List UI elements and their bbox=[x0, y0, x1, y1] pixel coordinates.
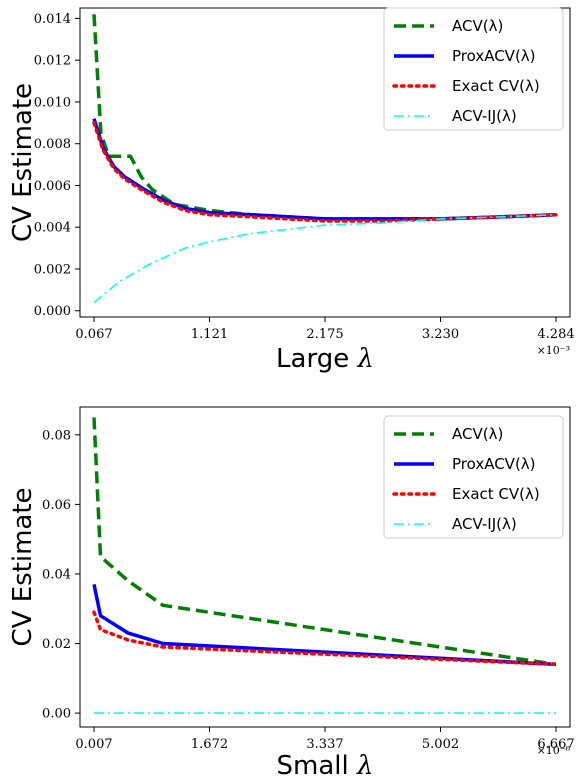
x-tick-label: 3.230 bbox=[422, 327, 459, 342]
x-axis-label: Large λ bbox=[276, 344, 374, 374]
legend-label: Exact CV(λ) bbox=[452, 77, 540, 95]
y-tick-label: 0.010 bbox=[34, 95, 71, 110]
y-tick-label: 0.06 bbox=[42, 498, 71, 513]
x-tick-label: 1.121 bbox=[191, 327, 228, 342]
series-line bbox=[92, 584, 557, 667]
legend: ACV(λ) ProxACV(λ) Exact CV(λ) ACV-IJ(λ) bbox=[383, 415, 564, 539]
chart-2: 0.007 1.672 3.337 5.002 6.667 0.00 0.02 0.04 0.0… bbox=[8, 406, 575, 778]
y-tick-label: 0.08 bbox=[42, 428, 71, 443]
y-axis-label: CV Estimate bbox=[8, 83, 38, 242]
x-tick-label: 0.007 bbox=[75, 737, 112, 752]
legend: ACV(λ) ProxACV(λ) Exact CV(λ) ACV-IJ(λ) bbox=[383, 7, 564, 131]
x-tick-label: 5.002 bbox=[422, 737, 459, 752]
x-axis-multiplier: ×10⁻⁶ bbox=[537, 744, 571, 757]
x-tick-label: 6.667 bbox=[537, 737, 574, 752]
series-line bbox=[93, 213, 557, 304]
x-tick-label: 4.284 bbox=[537, 327, 574, 342]
x-axis-label-word: Small bbox=[277, 751, 357, 778]
x-tick-label: 1.672 bbox=[191, 737, 228, 752]
series-line bbox=[92, 417, 557, 667]
y-tick-label: 0.012 bbox=[34, 54, 71, 69]
y-tick-label: 0.000 bbox=[34, 304, 71, 319]
series-line bbox=[92, 610, 558, 667]
legend-label: ACV(λ) bbox=[452, 17, 503, 35]
x-axis-label-word: Large bbox=[276, 344, 357, 374]
x-axis-label-symbol: λ bbox=[356, 344, 373, 374]
x-tick-label: 2.175 bbox=[306, 327, 343, 342]
y-tick-label: 0.002 bbox=[34, 262, 71, 277]
y-tick-label: 0.008 bbox=[34, 137, 71, 152]
series-line bbox=[92, 118, 557, 221]
series-line bbox=[92, 121, 558, 223]
legend-label: ProxACV(λ) bbox=[452, 47, 536, 65]
x-axis-label: Small λ bbox=[277, 751, 374, 778]
chart-1: 0.067 1.121 2.175 3.230 4.284 0.000 0.002 0.004… bbox=[8, 7, 575, 374]
legend-label: ACV-IJ(λ) bbox=[452, 515, 517, 533]
x-tick-label: 3.337 bbox=[306, 737, 343, 752]
legend-label: Exact CV(λ) bbox=[452, 485, 540, 503]
y-axis-label: CV Estimate bbox=[8, 487, 38, 646]
x-axis-label-symbol: λ bbox=[356, 751, 373, 778]
legend-label: ACV(λ) bbox=[452, 425, 503, 443]
legend-box bbox=[383, 415, 564, 539]
y-tick-label: 0.014 bbox=[34, 12, 71, 27]
y-tick-label: 0.004 bbox=[34, 221, 71, 236]
legend-label: ACV-IJ(λ) bbox=[452, 107, 517, 125]
x-tick-label: 0.067 bbox=[75, 327, 112, 342]
y-tick-label: 0.02 bbox=[42, 637, 71, 652]
x-axis-multiplier: ×10⁻³ bbox=[537, 344, 570, 357]
y-tick-label: 0.006 bbox=[34, 179, 71, 194]
y-tick-label: 0.04 bbox=[42, 567, 71, 582]
legend-label: ProxACV(λ) bbox=[452, 455, 536, 473]
legend-box bbox=[383, 7, 564, 131]
y-tick-label: 0.00 bbox=[42, 707, 71, 722]
